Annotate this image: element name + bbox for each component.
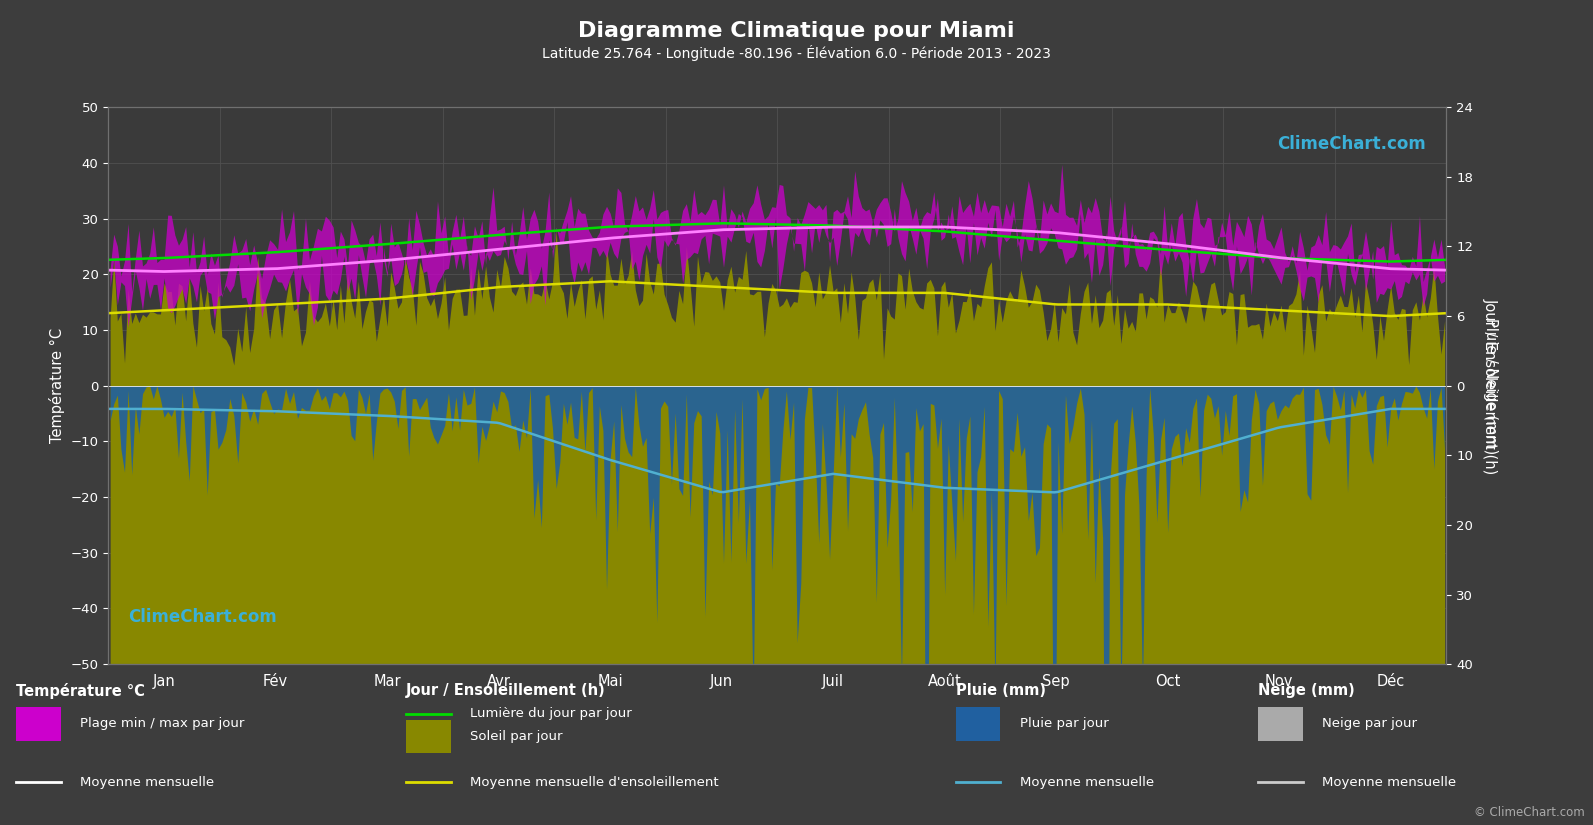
Text: Lumière du jour par jour: Lumière du jour par jour <box>470 707 632 720</box>
Y-axis label: Jour / Ensoleillement (h): Jour / Ensoleillement (h) <box>1483 298 1497 474</box>
Bar <box>1258 708 1303 741</box>
Text: Pluie par jour: Pluie par jour <box>1020 717 1109 730</box>
Text: Moyenne mensuelle d'ensoleillement: Moyenne mensuelle d'ensoleillement <box>470 776 718 789</box>
Text: Moyenne mensuelle: Moyenne mensuelle <box>1322 776 1456 789</box>
Text: Pluie (mm): Pluie (mm) <box>956 683 1045 698</box>
Text: Température °C: Température °C <box>16 683 145 699</box>
Bar <box>406 719 451 753</box>
Text: Soleil par jour: Soleil par jour <box>470 730 562 743</box>
Bar <box>16 708 61 741</box>
Text: Neige (mm): Neige (mm) <box>1258 683 1356 698</box>
Text: © ClimeChart.com: © ClimeChart.com <box>1474 806 1585 819</box>
Text: Moyenne mensuelle: Moyenne mensuelle <box>1020 776 1153 789</box>
Y-axis label: Pluie / Neige (mm): Pluie / Neige (mm) <box>1483 318 1497 454</box>
Text: Latitude 25.764 - Longitude -80.196 - Élévation 6.0 - Période 2013 - 2023: Latitude 25.764 - Longitude -80.196 - Él… <box>542 45 1051 61</box>
Text: ClimeChart.com: ClimeChart.com <box>129 609 277 626</box>
Bar <box>956 708 1000 741</box>
Text: Moyenne mensuelle: Moyenne mensuelle <box>80 776 213 789</box>
Text: Plage min / max par jour: Plage min / max par jour <box>80 717 244 730</box>
Y-axis label: Température °C: Température °C <box>49 328 65 443</box>
Text: ClimeChart.com: ClimeChart.com <box>1278 135 1426 153</box>
Text: Diagramme Climatique pour Miami: Diagramme Climatique pour Miami <box>578 21 1015 40</box>
Text: Jour / Ensoleillement (h): Jour / Ensoleillement (h) <box>406 683 605 698</box>
Text: Neige par jour: Neige par jour <box>1322 717 1418 730</box>
